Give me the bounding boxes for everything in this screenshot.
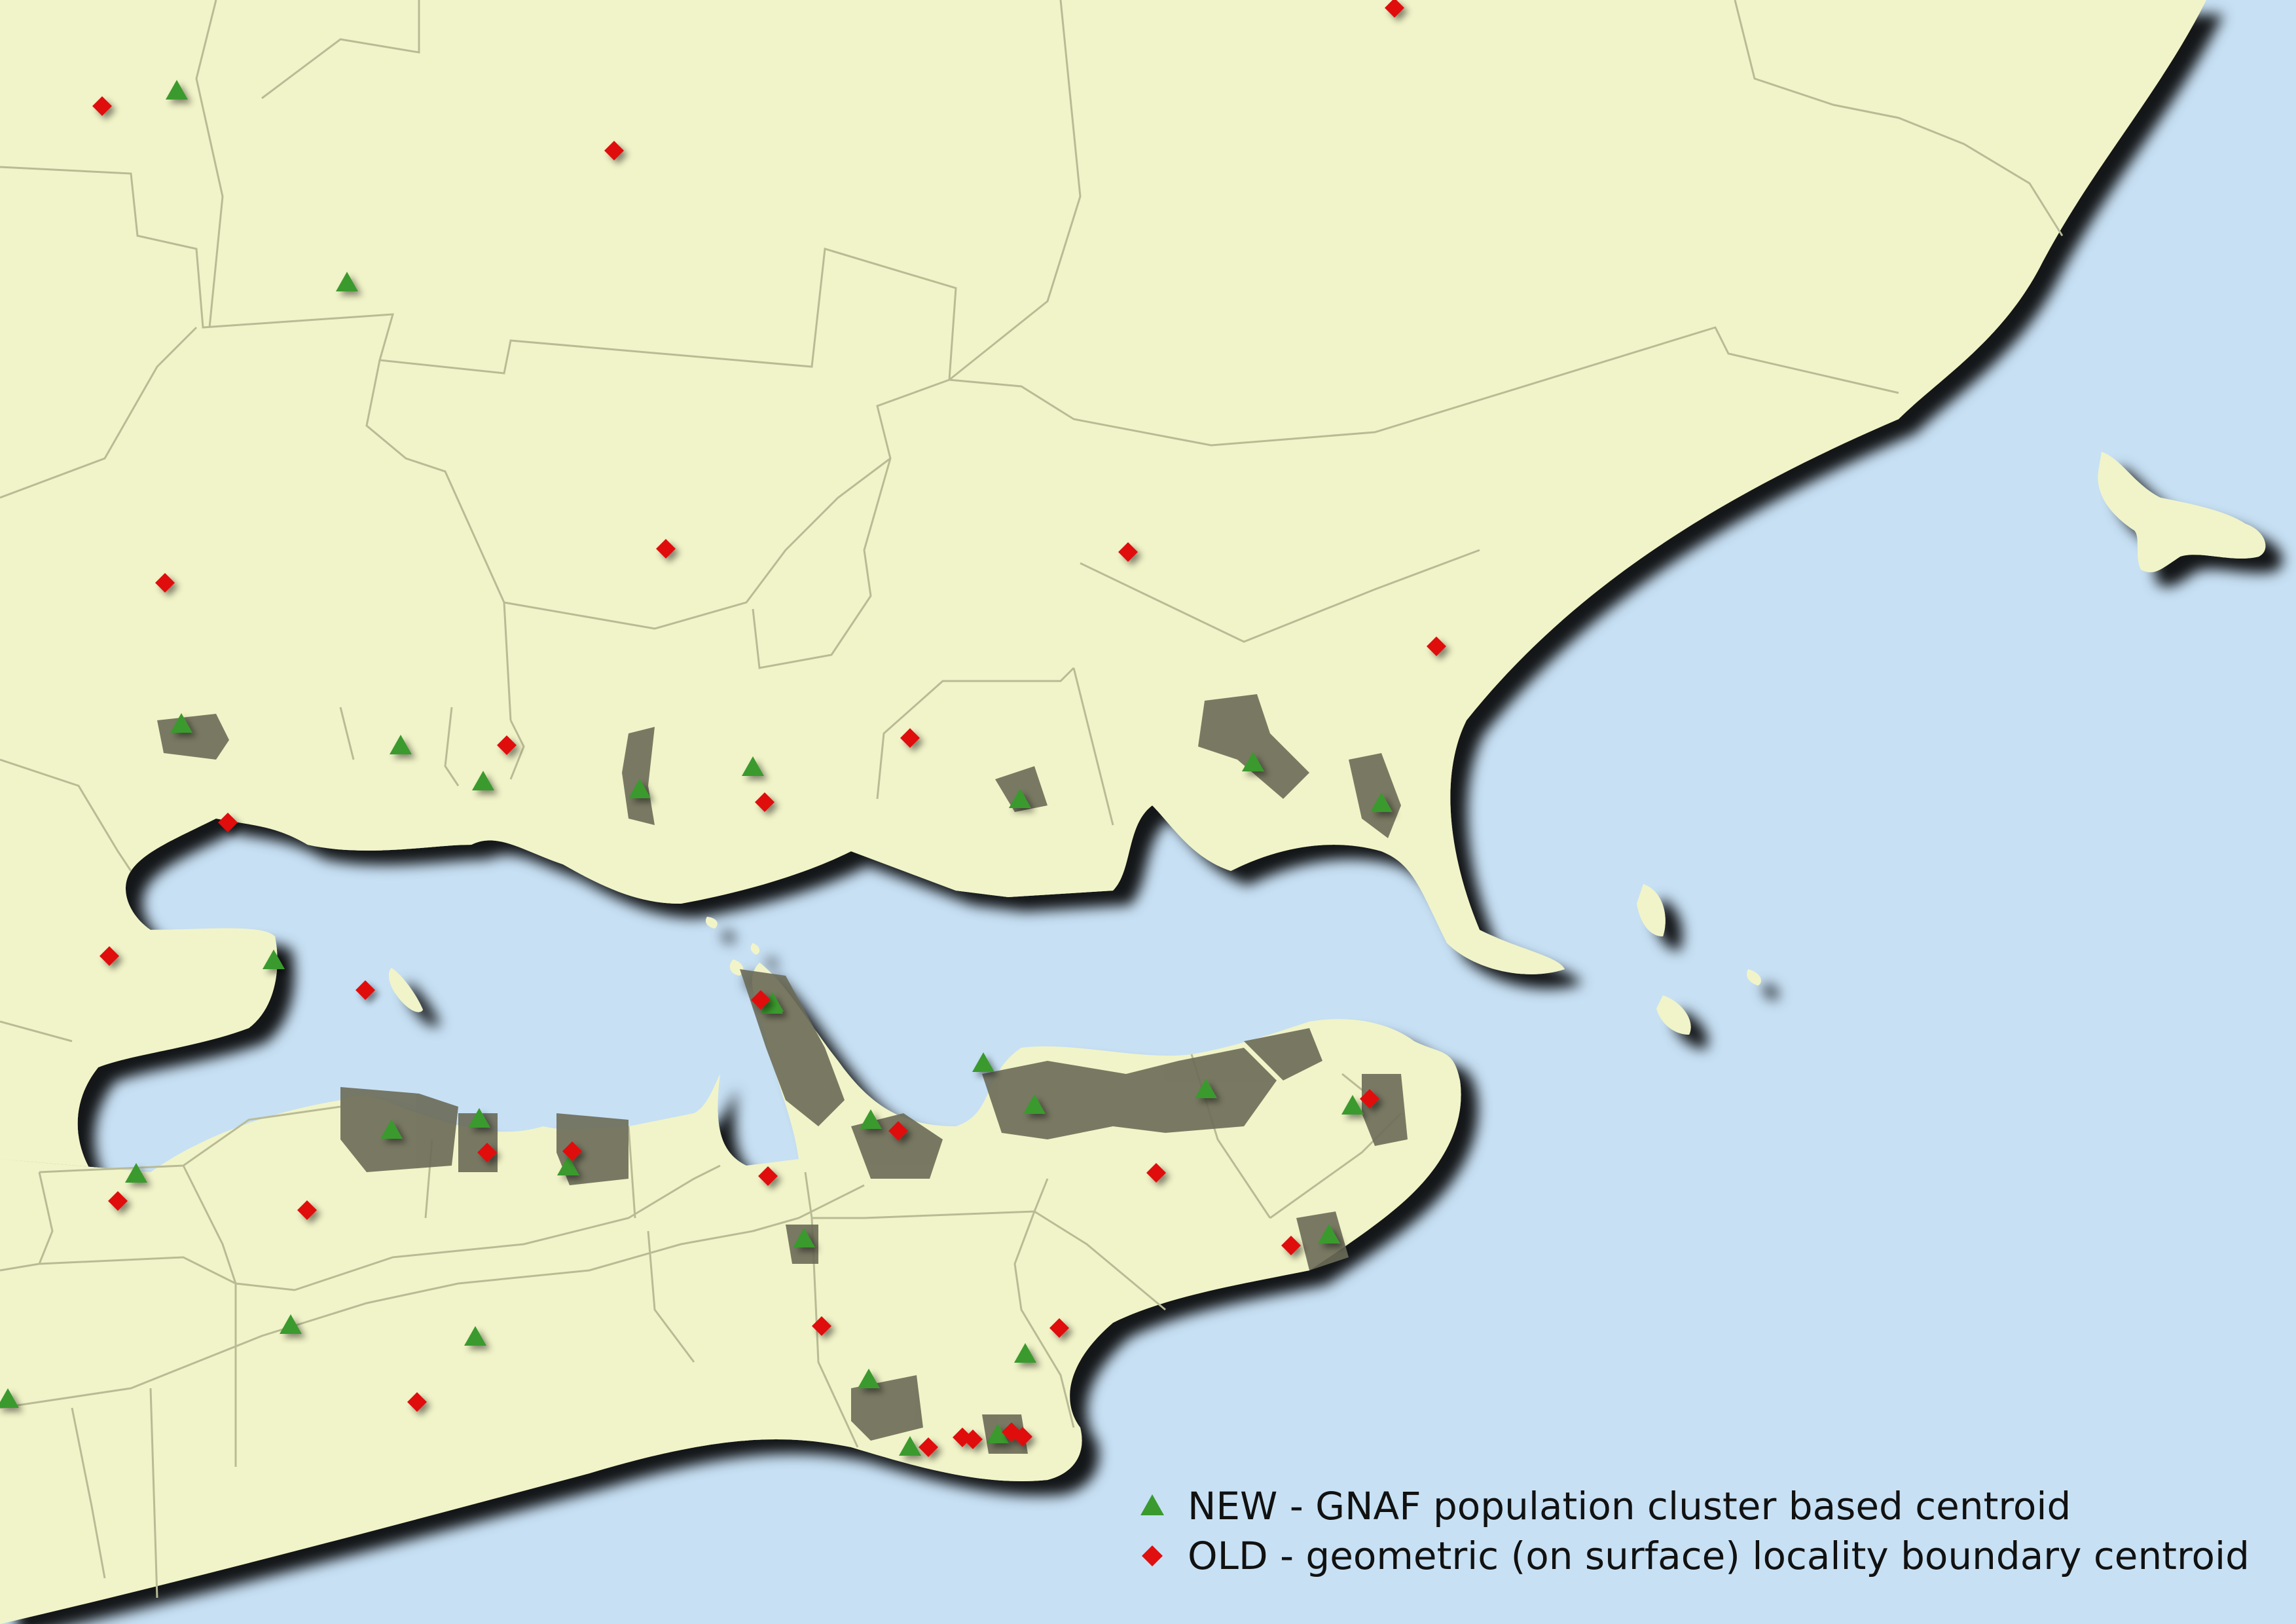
old-centroids — [92, 0, 1446, 1457]
new-centroid-marker — [1318, 1224, 1340, 1244]
new-centroid-marker — [464, 1326, 486, 1346]
legend-row-new: NEW - GNAF population cluster based cent… — [1133, 1481, 2285, 1531]
new-centroid-marker — [380, 1119, 403, 1139]
new-centroid-marker — [858, 1369, 880, 1388]
red-diamond-icon — [1142, 1545, 1163, 1566]
old-centroid-marker — [1146, 1163, 1166, 1183]
new-centroid-marker — [557, 1156, 579, 1175]
island-east — [1637, 884, 1666, 936]
new-centroid-marker — [125, 1163, 147, 1183]
old-centroid-marker — [562, 1141, 582, 1161]
new-centroids — [0, 80, 1393, 1456]
new-centroid-marker — [1370, 792, 1393, 812]
island-small-2 — [706, 917, 718, 929]
new-centroid-marker — [0, 1388, 19, 1408]
old-centroid-marker — [604, 141, 624, 160]
new-centroid-marker — [280, 1314, 302, 1334]
old-centroid-marker — [1427, 637, 1446, 656]
old-centroid-marker — [751, 990, 771, 1010]
new-centroid-marker — [1023, 1094, 1046, 1114]
new-centroid-marker — [166, 80, 188, 100]
old-centroid-marker — [407, 1392, 427, 1412]
new-centroid-marker — [1014, 1343, 1036, 1363]
islet-bay — [750, 943, 760, 955]
new-centroid-marker — [987, 1424, 1009, 1443]
island-bay — [388, 968, 423, 1012]
old-centroid-marker — [755, 792, 774, 812]
old-centroid-marker — [812, 1316, 831, 1336]
old-centroid-marker — [758, 1166, 778, 1186]
new-centroid-marker — [1195, 1079, 1217, 1098]
old-centroid-marker — [155, 573, 175, 593]
locality-boundaries — [0, 0, 2064, 1598]
new-centroid-marker — [472, 771, 494, 790]
old-centroid-marker — [297, 1200, 317, 1220]
new-centroid-marker — [1242, 752, 1264, 771]
old-centroid-marker — [656, 539, 676, 559]
old-centroid-marker — [477, 1143, 497, 1162]
new-centroid-marker — [390, 735, 412, 754]
new-centroid-marker — [742, 756, 764, 776]
new-centroid-marker — [170, 713, 192, 733]
legend: NEW - GNAF population cluster based cent… — [1133, 1481, 2285, 1581]
old-centroid-marker — [1385, 0, 1404, 18]
legend-old-label: OLD - geometric (on surface) locality bo… — [1188, 1534, 2250, 1578]
new-centroid-marker — [761, 994, 783, 1014]
old-centroid-marker — [1002, 1422, 1021, 1442]
island-east-2 — [1656, 995, 1691, 1035]
new-centroid-marker — [972, 1052, 994, 1072]
old-centroid-marker — [218, 813, 238, 832]
island-north-east — [2098, 452, 2266, 572]
new-centroid-marker — [468, 1108, 490, 1128]
green-triangle-icon — [1140, 1494, 1164, 1515]
old-centroid-marker — [919, 1437, 938, 1457]
new-centroid-marker — [1341, 1095, 1364, 1115]
new-centroid-marker — [263, 950, 285, 969]
new-centroid-marker — [629, 779, 651, 798]
old-centroid-marker — [1360, 1089, 1379, 1109]
old-centroid-marker — [1281, 1236, 1301, 1255]
old-centroid-marker — [92, 96, 112, 116]
new-centroid-marker — [336, 272, 358, 291]
mainland — [0, 0, 2206, 1180]
new-centroid-marker — [860, 1109, 882, 1129]
island-east-3 — [1747, 969, 1761, 986]
old-centroid-marker — [900, 728, 920, 748]
old-centroid-marker — [108, 1191, 128, 1211]
old-centroid-marker — [888, 1121, 908, 1141]
old-centroid-marker — [497, 735, 517, 755]
new-centroid-marker — [1009, 788, 1031, 808]
island-small-1 — [729, 959, 744, 976]
legend-row-old: OLD - geometric (on surface) locality bo… — [1133, 1531, 2285, 1581]
old-centroid-marker — [1049, 1318, 1069, 1338]
old-centroid-marker — [953, 1428, 972, 1447]
legend-new-label: NEW - GNAF population cluster based cent… — [1188, 1484, 2071, 1528]
old-centroid-marker — [100, 946, 119, 966]
old-centroid-marker — [355, 980, 375, 1000]
old-centroid-marker — [1118, 542, 1138, 562]
new-centroid-marker — [793, 1228, 815, 1247]
new-centroid-marker — [899, 1436, 921, 1456]
